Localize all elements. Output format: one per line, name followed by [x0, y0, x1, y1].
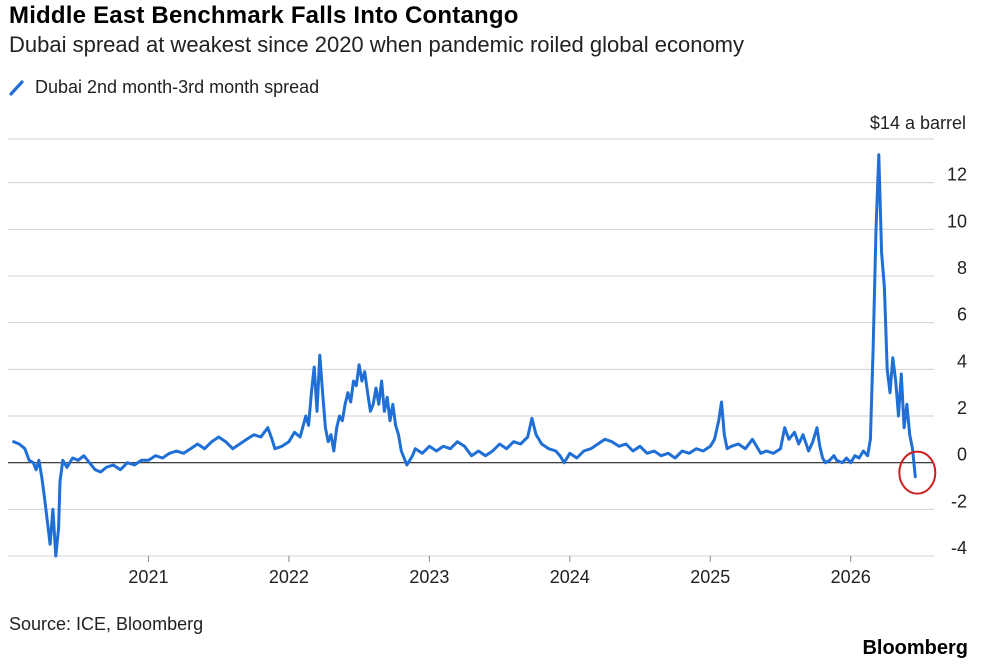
y-tick-label: 2 — [957, 398, 967, 418]
legend-label: Dubai 2nd month-3rd month spread — [35, 77, 320, 97]
y-tick-label: -4 — [951, 538, 967, 558]
highlight-circle — [898, 450, 937, 495]
x-tick-label: 2022 — [269, 567, 309, 587]
y-tick-label: 8 — [957, 258, 967, 278]
y-tick-label: 12 — [947, 165, 967, 185]
x-tick-label: 2023 — [409, 567, 449, 587]
chart-subtitle: Dubai spread at weakest since 2020 when … — [9, 32, 745, 57]
y-tick-label: 0 — [957, 445, 967, 465]
y-axis-unit-label: $14 a barrel — [869, 113, 966, 133]
legend: Dubai 2nd month-3rd month spread — [9, 77, 319, 98]
x-tick-label: 2026 — [831, 567, 871, 587]
y-tick-label: 4 — [957, 351, 967, 371]
y-tick-label: -2 — [951, 491, 967, 511]
x-tick-label: 2024 — [550, 567, 590, 587]
series-line — [12, 153, 917, 558]
bloomberg-logo: Bloomberg — [862, 637, 968, 659]
source-note: Source: ICE, Bloomberg — [9, 614, 204, 634]
x-tick-label: 2025 — [690, 567, 730, 587]
y-tick-label: 6 — [957, 305, 967, 325]
y-tick-label: 10 — [947, 211, 967, 231]
x-tick-label: 2021 — [128, 567, 168, 587]
chart-title: Middle East Benchmark Falls Into Contang… — [9, 2, 519, 29]
legend-swatch — [9, 79, 24, 96]
